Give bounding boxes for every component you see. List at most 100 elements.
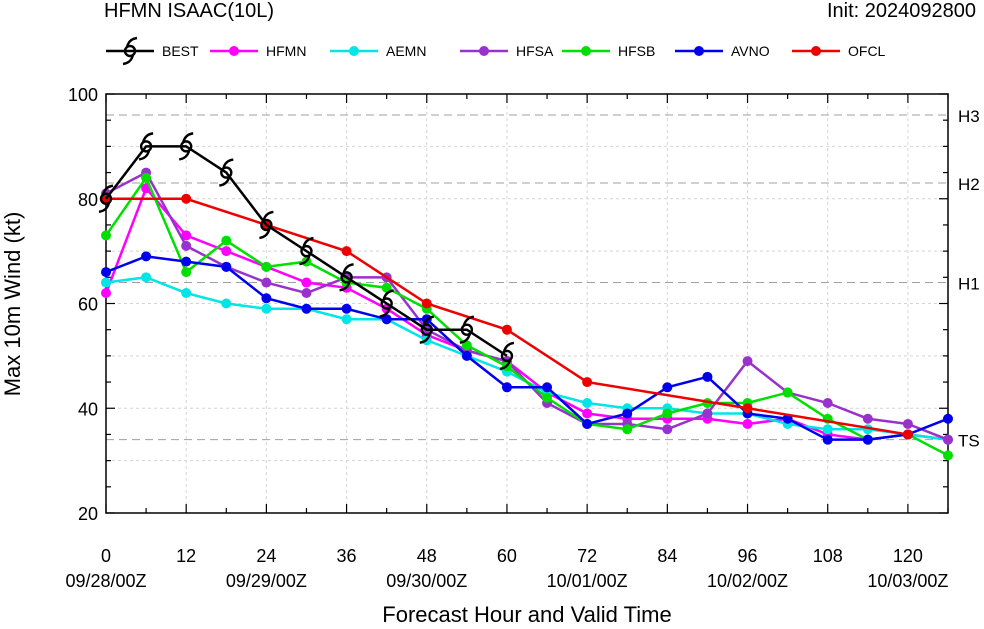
data-point-avno [181,256,192,267]
data-point-hfsa [822,398,833,409]
data-point-hfsa [261,277,272,288]
x-date-label: 10/02/00Z [707,571,788,591]
hurricane-arm [459,333,472,344]
hurricane-arm [122,54,135,66]
hurricane-marker [459,315,475,344]
legend-swatch-marker [811,46,821,56]
hurricane-marker [299,236,314,266]
data-point-hfsa [301,288,312,299]
chart-title: HFMN ISAAC(10L) [104,0,274,22]
hurricane-arm [125,36,138,48]
data-point-hfsb [141,172,152,183]
data-point-hfsa [662,424,673,435]
x-tick-label: 48 [417,546,437,566]
y-tick-label: 80 [78,190,98,210]
data-point-hfsb [101,230,111,241]
x-tick-label: 108 [813,546,843,566]
hurricane-arm [302,236,314,248]
data-point-avno [702,371,713,382]
data-point-avno [101,267,111,278]
data-point-avno [622,408,633,419]
hurricane-marker [419,315,434,344]
x-axis-title: Forecast Hour and Valid Time [382,602,671,624]
threshold-label: H2 [958,175,980,194]
data-point-hfmn [301,277,312,288]
data-point-avno [141,251,152,262]
data-point-hfsb [622,424,633,435]
hurricane-arm [178,150,191,161]
hurricane-arm [262,210,274,222]
x-tick-label: 120 [893,546,923,566]
data-point-hfsb [261,261,272,272]
hurricane-marker [219,158,234,187]
data-point-aemn [261,303,272,314]
hurricane-eye [99,192,113,205]
x-tick-label: 24 [256,546,276,566]
hurricane-marker [339,263,354,292]
data-point-avno [582,418,593,429]
data-point-avno [862,434,873,445]
data-point-aemn [101,277,111,288]
series-group [98,132,953,461]
x-date-label: 09/28/00Z [65,571,146,591]
legend-swatch-marker [479,46,489,56]
hurricane-eye [460,323,474,336]
hurricane-marker [122,36,138,66]
hurricane-eye [179,140,193,153]
threshold-label: TS [958,432,980,451]
data-point-avno [501,382,512,393]
data-point-hfmn [582,408,593,419]
data-point-hfsa [902,418,913,429]
hurricane-eye [420,323,433,336]
x-tick-label: 72 [577,546,597,566]
hurricane-marker [499,341,515,371]
data-point-hfsb [221,235,232,246]
y-tick-label: 20 [78,504,98,524]
data-point-aemn [822,424,833,435]
x-tick-label: 36 [337,546,357,566]
y-tick-label: 100 [68,85,98,105]
legend-label: HFMN [266,43,306,59]
data-point-hfsb [542,392,553,403]
hurricane-eye [300,244,313,258]
data-point-avno [461,350,472,361]
legend-label: AVNO [731,43,770,59]
data-point-hfsb [782,387,793,398]
legend: BEST HFMN AEMN HFSA HFSB AVNO OFCL [106,36,886,66]
data-point-ofcl [341,246,352,257]
y-tick-label: 40 [78,399,98,419]
hurricane-marker [98,184,114,213]
data-point-hfsb [181,267,192,278]
hurricane-arm [419,333,431,344]
hurricane-arm [138,150,151,161]
hurricane-arm [499,359,512,371]
threshold-lines: H3 H2 H1 TS [106,107,980,451]
hurricane-eye [340,271,353,284]
data-point-avno [261,293,272,304]
hurricane-arm [259,228,271,240]
data-point-aemn [181,288,192,299]
x-date-label: 10/03/00Z [867,571,948,591]
data-point-hfsa [862,413,873,424]
data-point-ofcl [582,377,593,388]
data-point-aemn [221,298,232,309]
data-point-hfmn [221,246,232,257]
x-tick-label: 60 [497,546,517,566]
data-point-ofcl [421,298,432,309]
legend-label: HFSB [618,43,655,59]
threshold-label: H1 [958,275,980,294]
hurricane-arm [379,307,391,318]
hurricane-eye [500,349,514,363]
data-point-avno [822,434,833,445]
series-best [98,132,515,371]
axes: 0 12 24 36 48 60 72 84 96 108 120 09/28/00Z 09/29/00… [65,85,949,591]
legend-label: BEST [162,43,199,59]
hurricane-arm [382,289,394,300]
hurricane-marker [259,210,274,240]
data-point-ofcl [742,403,753,414]
legend-swatch-marker [229,46,239,56]
series-line-avno [105,255,949,441]
hurricane-arm [219,176,231,187]
legend-label: AEMN [386,43,426,59]
